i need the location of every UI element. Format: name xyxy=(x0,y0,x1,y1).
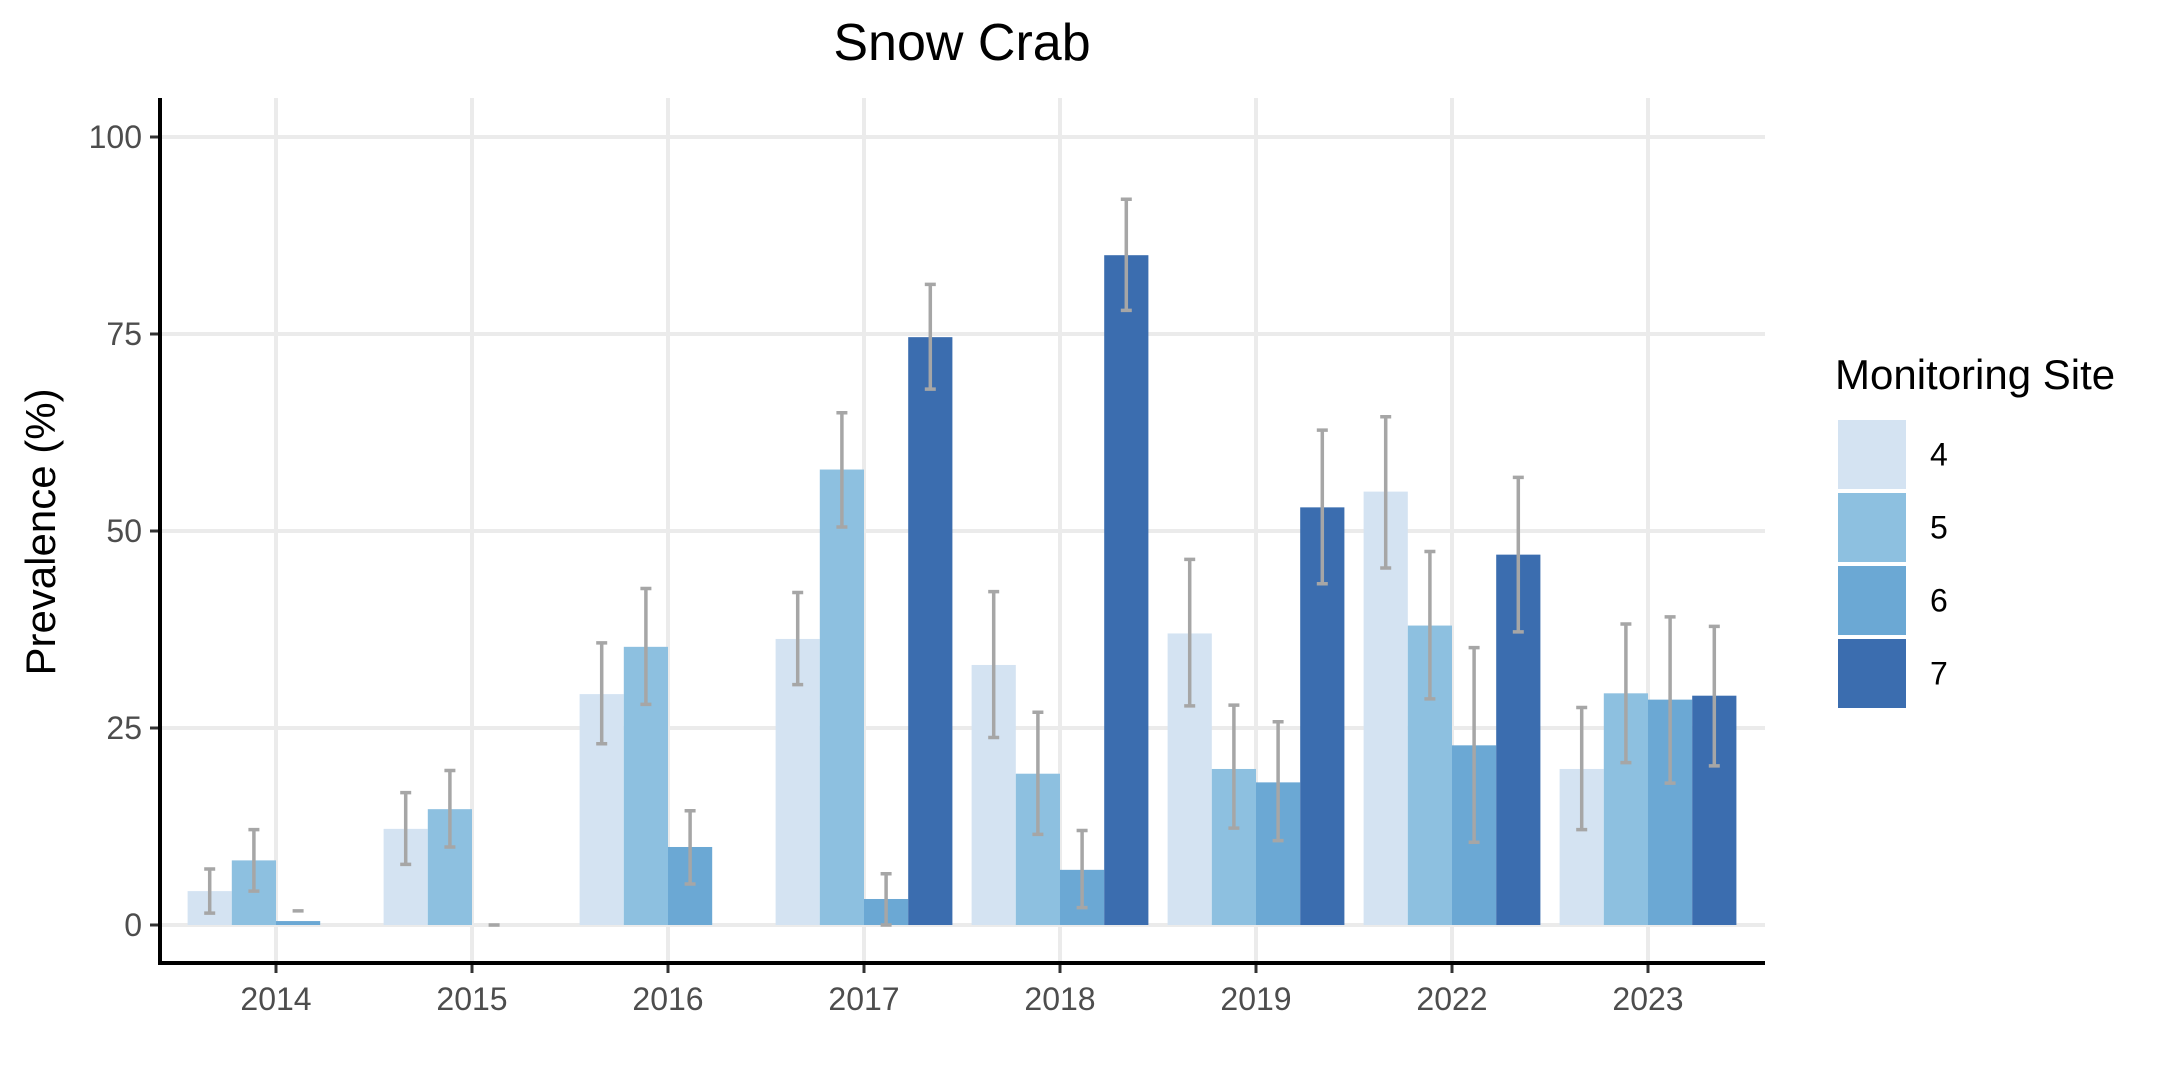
legend-label-6: 6 xyxy=(1930,583,1948,619)
error-bar-site-4-2022 xyxy=(1380,414,1392,570)
error-bar-site-6-2016 xyxy=(684,808,696,886)
error-bar-site-4-2016 xyxy=(596,641,608,746)
error-bar-site-4-2015 xyxy=(400,790,412,867)
x-tick-label: 2022 xyxy=(1416,981,1487,1017)
chart-title: Snow Crab xyxy=(833,14,1090,72)
legend-key-7 xyxy=(1838,639,1906,708)
error-bar-site-6-2022 xyxy=(1468,645,1480,845)
x-tick-label: 2014 xyxy=(240,981,311,1017)
error-bar-site-4-2014 xyxy=(204,867,216,915)
error-bar-site-5-2016 xyxy=(640,586,652,707)
error-bar-site-5-2022 xyxy=(1424,549,1436,701)
error-bar-site-7-2019 xyxy=(1316,428,1328,586)
bar-layer xyxy=(187,255,1737,926)
error-bar-site-5-2018 xyxy=(1032,710,1044,837)
error-bar-site-4-2018 xyxy=(988,589,1000,740)
bar-site-7-2017 xyxy=(908,337,953,926)
bar-site-6-2014 xyxy=(276,921,321,925)
error-bar-site-7-2018 xyxy=(1120,197,1132,313)
error-bar-site-6-2017 xyxy=(880,872,892,927)
x-tick-label: 2015 xyxy=(436,981,507,1017)
error-bar-site-5-2019 xyxy=(1228,703,1240,830)
y-axis-label: Prevalence (%) xyxy=(17,388,64,675)
error-bar-site-5-2015 xyxy=(444,768,456,849)
bar-site-7-2018 xyxy=(1104,255,1149,925)
error-bar-site-4-2019 xyxy=(1184,557,1196,708)
y-tick-label: 25 xyxy=(106,710,142,746)
legend-key-4 xyxy=(1838,420,1906,489)
error-bar-site-7-2023 xyxy=(1708,624,1720,768)
bar-site-5-2017 xyxy=(819,469,864,925)
x-tick-label: 2016 xyxy=(632,981,703,1017)
error-bar-site-5-2014 xyxy=(248,827,260,893)
legend-label-5: 5 xyxy=(1930,510,1948,546)
legend-key-6 xyxy=(1838,566,1906,635)
y-tick-label: 75 xyxy=(106,316,142,352)
error-bar-site-6-2019 xyxy=(1272,719,1284,843)
error-bar-layer xyxy=(204,197,1720,927)
y-tick-label: 50 xyxy=(106,513,142,549)
error-bar-site-7-2017 xyxy=(924,282,936,391)
error-bar-site-6-2018 xyxy=(1076,828,1088,910)
error-bar-site-4-2017 xyxy=(792,590,804,687)
axis-layer: 0 25 50 75 100 2014 2015 2016 2017 2018 2019 2022 20… xyxy=(89,98,1765,1017)
legend: Monitoring Site 4 5 6 7 xyxy=(1835,351,2115,708)
error-bar-site-7-2022 xyxy=(1512,475,1524,634)
x-tick-label: 2023 xyxy=(1612,981,1683,1017)
x-tick-label: 2018 xyxy=(1024,981,1095,1017)
y-tick-label: 0 xyxy=(124,907,142,943)
legend-label-7: 7 xyxy=(1930,656,1948,692)
y-tick-label: 100 xyxy=(89,119,142,155)
bar-site-4-2017 xyxy=(775,638,820,925)
x-tick-label: 2017 xyxy=(828,981,899,1017)
legend-title: Monitoring Site xyxy=(1835,351,2115,398)
error-bar-site-5-2023 xyxy=(1620,622,1632,765)
x-tick-label: 2019 xyxy=(1220,981,1291,1017)
error-bar-site-5-2017 xyxy=(836,411,848,529)
error-bar-site-6-2023 xyxy=(1664,615,1676,785)
error-bar-site-4-2023 xyxy=(1576,705,1588,832)
legend-label-4: 4 xyxy=(1930,437,1948,473)
legend-key-5 xyxy=(1838,493,1906,562)
